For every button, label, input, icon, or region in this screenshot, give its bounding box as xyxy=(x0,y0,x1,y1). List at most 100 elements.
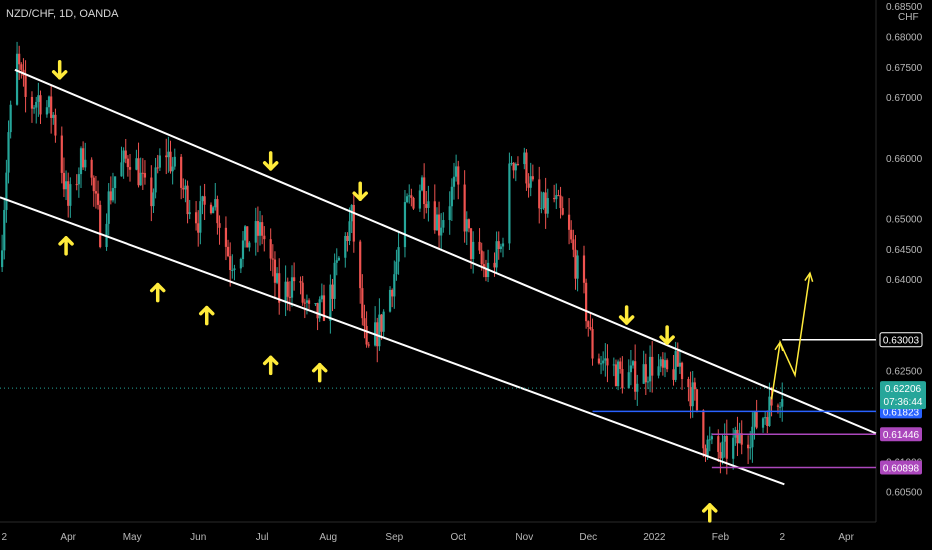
up-arrow-icon-head xyxy=(311,362,328,373)
candle-body xyxy=(403,202,407,248)
candle-body xyxy=(233,268,236,271)
candle-body xyxy=(778,406,782,408)
candle-body xyxy=(33,107,36,109)
candle-body xyxy=(30,96,34,109)
candle-body xyxy=(525,152,528,184)
candle-body xyxy=(109,191,112,201)
candle-body xyxy=(710,436,713,440)
candle-body xyxy=(612,364,615,366)
time-tick-label: Apr xyxy=(838,532,854,543)
candle-body xyxy=(216,199,219,224)
candle-body xyxy=(538,179,541,209)
candle-body xyxy=(113,176,117,189)
candle-body xyxy=(634,361,637,392)
down-arrow-icon-head xyxy=(352,191,368,201)
candle-body xyxy=(723,435,726,442)
candle-body xyxy=(495,241,498,268)
candle-body xyxy=(50,96,53,118)
down-arrow-icon-head xyxy=(51,70,68,80)
candle-body xyxy=(514,163,517,171)
candle-body xyxy=(171,166,174,172)
candle-body xyxy=(3,209,6,251)
candle-body xyxy=(585,282,588,322)
candle-body xyxy=(636,383,639,392)
candle-body xyxy=(395,261,398,275)
candle-body xyxy=(687,379,690,388)
chart-title: NZD/CHF, 1D, OANDA xyxy=(6,8,119,20)
candle-body xyxy=(75,184,78,186)
candle-body xyxy=(599,363,603,365)
candle-body xyxy=(764,417,767,419)
candle-body xyxy=(546,198,549,214)
candle-body xyxy=(751,426,754,448)
candle-body xyxy=(96,193,100,205)
candle-body xyxy=(188,212,191,215)
candle-body xyxy=(412,197,415,209)
candle-body xyxy=(433,201,436,231)
price-tick-label: 0.65000 xyxy=(886,215,923,226)
time-tick-label: Nov xyxy=(515,532,533,543)
candle-body xyxy=(218,223,221,228)
candle-body xyxy=(258,222,262,236)
candle-body xyxy=(448,206,451,221)
candle-body xyxy=(9,104,12,133)
candle-body xyxy=(169,151,172,172)
candle-body xyxy=(263,235,266,240)
up-arrow-icon-head xyxy=(58,236,74,246)
candle-body xyxy=(378,314,381,347)
candle-body xyxy=(420,177,424,191)
candle-body xyxy=(408,195,411,197)
candle-body xyxy=(348,221,351,241)
candle-body xyxy=(423,177,426,205)
level-price-tag-label: 0.63003 xyxy=(883,336,920,347)
candle-body xyxy=(335,260,338,263)
candle-body xyxy=(582,255,586,283)
candle-body xyxy=(706,439,709,456)
candle-body xyxy=(755,411,758,428)
time-tick-label: Dec xyxy=(579,532,597,543)
candle-body xyxy=(418,190,421,209)
time-tick-label: 2 xyxy=(779,532,785,543)
candle-body xyxy=(141,172,144,174)
candle-body xyxy=(597,358,601,364)
candle-body xyxy=(158,155,161,168)
candle-body xyxy=(553,198,556,200)
candle-body xyxy=(254,221,257,243)
candle-body xyxy=(346,235,349,241)
candle-body xyxy=(666,360,669,370)
candle-body xyxy=(469,228,473,260)
candle-body xyxy=(241,240,245,259)
candle-body xyxy=(47,96,51,108)
candle-body xyxy=(736,429,739,444)
candle-body xyxy=(20,64,23,70)
candle-body xyxy=(642,364,645,384)
level-price-tag xyxy=(880,427,922,442)
candle-body xyxy=(680,362,684,380)
candle-body xyxy=(128,167,132,170)
candle-body xyxy=(380,314,383,332)
candle-body xyxy=(135,158,138,170)
time-tick-label: Jul xyxy=(256,532,269,543)
candle-body xyxy=(621,369,624,389)
candle-body xyxy=(493,262,496,268)
time-tick-label: Sep xyxy=(385,532,403,543)
candle-body xyxy=(184,185,187,190)
candle-body xyxy=(544,192,547,214)
candle-body xyxy=(781,398,784,407)
candle-body xyxy=(644,364,647,383)
candle-body xyxy=(275,273,279,283)
candle-body xyxy=(212,207,215,214)
candle-body xyxy=(725,435,728,459)
candle-body xyxy=(94,191,98,194)
candle-body xyxy=(18,53,21,65)
candle-body xyxy=(499,246,502,249)
candle-body xyxy=(45,107,48,115)
candle-body xyxy=(738,433,741,444)
candle-body xyxy=(124,150,127,159)
candle-body xyxy=(695,389,699,411)
candle-body xyxy=(333,262,336,299)
candle-body xyxy=(659,359,662,367)
level-price-tag xyxy=(880,460,922,475)
candle-body xyxy=(273,259,277,283)
